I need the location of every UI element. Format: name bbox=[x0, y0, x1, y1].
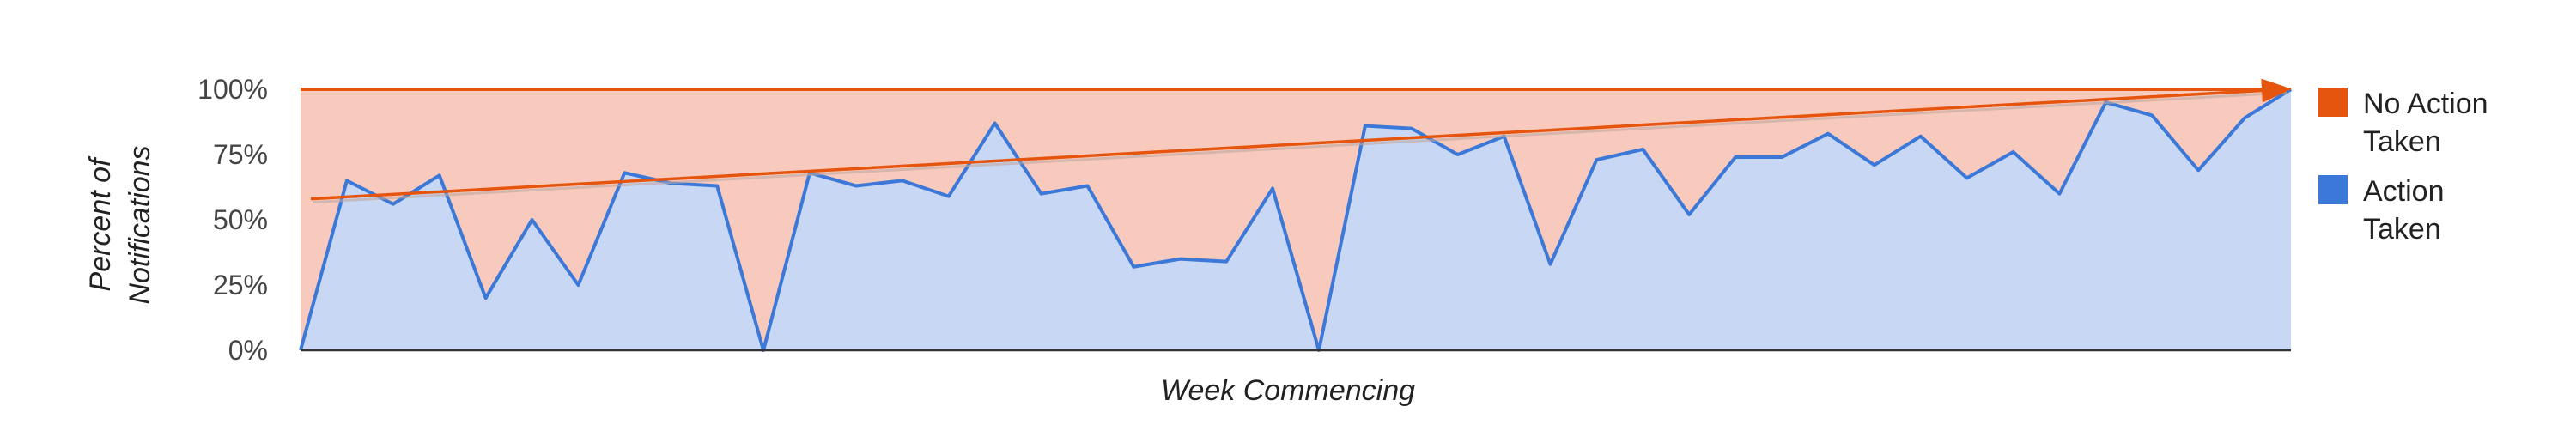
x-axis-title: Week Commencing bbox=[1161, 374, 1415, 407]
y-axis-title-line1: Percent of bbox=[84, 155, 117, 292]
legend-swatch-no-action bbox=[2318, 88, 2348, 117]
series-lines bbox=[299, 78, 2293, 352]
y-tick-labels: 0% 25% 50% 75% 100% bbox=[197, 74, 268, 366]
area-action-taken bbox=[301, 89, 2291, 350]
legend-label-action-line2: Taken bbox=[2363, 213, 2441, 246]
y-tick-label: 25% bbox=[213, 270, 268, 300]
areas bbox=[301, 89, 2291, 350]
y-tick-label: 0% bbox=[228, 335, 268, 366]
area-no-action-taken bbox=[301, 89, 2291, 350]
legend-swatch-action bbox=[2318, 175, 2348, 204]
trendline-shadow bbox=[312, 91, 2288, 204]
line-action-taken bbox=[299, 88, 2293, 352]
legend: No Action Taken Action Taken bbox=[2318, 88, 2488, 246]
y-tick-label: 75% bbox=[213, 139, 268, 170]
legend-label-no-action-line2: Taken bbox=[2363, 125, 2441, 158]
legend-label-action-line1: Action bbox=[2363, 175, 2445, 208]
trendline bbox=[310, 78, 2292, 201]
y-tick-label: 100% bbox=[197, 74, 268, 105]
y-tick-label: 50% bbox=[213, 204, 268, 235]
y-axis-title-line2: Notifications bbox=[124, 145, 156, 304]
legend-label-no-action-line1: No Action bbox=[2363, 88, 2488, 120]
